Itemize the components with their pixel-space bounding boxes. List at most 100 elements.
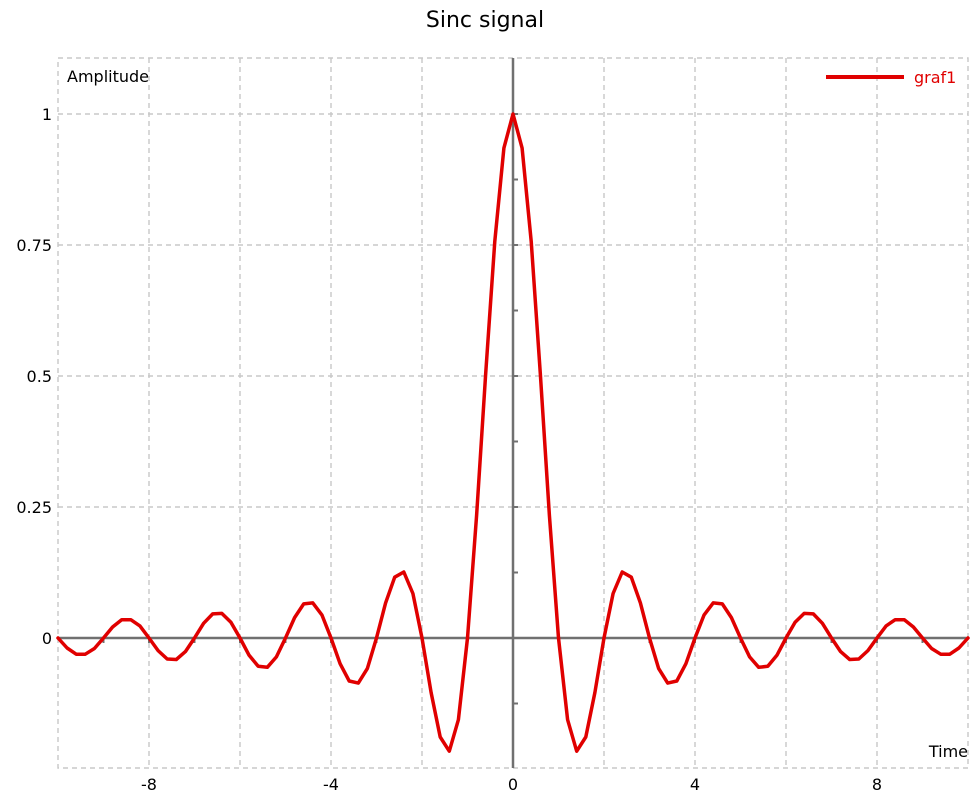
data-points bbox=[57, 113, 969, 752]
data-point bbox=[548, 514, 551, 517]
data-point bbox=[448, 750, 451, 752]
data-point bbox=[712, 602, 714, 604]
data-point bbox=[785, 637, 787, 639]
data-point bbox=[312, 602, 314, 604]
data-point bbox=[848, 658, 851, 661]
data-point bbox=[230, 621, 232, 624]
data-point bbox=[767, 665, 769, 668]
data-point bbox=[949, 653, 951, 655]
legend-label: graf1 bbox=[914, 68, 956, 87]
data-point bbox=[612, 592, 614, 595]
data-point bbox=[757, 666, 760, 669]
data-point bbox=[193, 637, 196, 639]
data-point bbox=[912, 626, 915, 628]
data-point bbox=[730, 616, 733, 619]
data-point bbox=[858, 658, 860, 660]
data-point bbox=[539, 372, 542, 375]
data-point bbox=[175, 658, 178, 661]
data-point bbox=[794, 621, 796, 624]
data-point bbox=[366, 667, 369, 670]
data-point bbox=[284, 637, 287, 639]
data-point bbox=[57, 637, 59, 639]
data-point bbox=[521, 147, 523, 149]
data-point bbox=[75, 653, 77, 655]
data-point bbox=[84, 653, 87, 655]
data-point bbox=[603, 637, 605, 639]
data-point bbox=[494, 240, 496, 243]
data-point bbox=[594, 691, 596, 694]
data-point bbox=[384, 602, 387, 604]
data-point bbox=[339, 662, 341, 665]
data-point bbox=[666, 682, 669, 684]
data-point bbox=[830, 637, 833, 639]
x-tick-label: 4 bbox=[690, 775, 700, 793]
data-point bbox=[221, 612, 223, 615]
data-point bbox=[557, 637, 560, 639]
data-point bbox=[839, 650, 842, 653]
data-point bbox=[257, 665, 260, 668]
y-axis-title: Amplitude bbox=[67, 67, 149, 86]
data-point bbox=[148, 637, 150, 639]
data-point bbox=[102, 637, 105, 639]
data-point bbox=[157, 649, 159, 652]
data-point bbox=[721, 603, 724, 605]
data-point bbox=[575, 750, 578, 752]
data-point bbox=[921, 637, 924, 639]
data-point bbox=[248, 654, 250, 657]
data-point bbox=[375, 637, 378, 639]
data-point bbox=[166, 658, 168, 660]
y-tick-label: 1 bbox=[42, 105, 52, 124]
data-point bbox=[776, 654, 778, 657]
data-point bbox=[821, 622, 824, 625]
data-point bbox=[393, 576, 396, 578]
data-point bbox=[894, 618, 896, 621]
data-point bbox=[330, 637, 332, 639]
data-point bbox=[130, 618, 132, 621]
data-point bbox=[211, 613, 214, 615]
data-point bbox=[939, 653, 942, 655]
x-axis-title: Time bbox=[928, 742, 968, 761]
data-point bbox=[111, 626, 114, 628]
x-tick-label: 0 bbox=[508, 775, 518, 793]
data-point bbox=[566, 718, 569, 721]
data-point bbox=[676, 680, 678, 682]
data-point bbox=[412, 592, 414, 595]
data-point bbox=[302, 603, 305, 605]
data-point bbox=[739, 637, 742, 639]
data-point bbox=[357, 682, 360, 684]
data-point bbox=[439, 736, 442, 738]
x-tick-label: -8 bbox=[141, 775, 157, 793]
data-point bbox=[403, 571, 405, 573]
y-tick-labels: 0 0.25 0.5 0.75 1 bbox=[16, 105, 52, 648]
data-point bbox=[803, 612, 805, 615]
data-point bbox=[293, 616, 296, 619]
y-tick-label: 0.25 bbox=[16, 498, 52, 517]
chart-title: Sinc signal bbox=[425, 8, 545, 33]
data-point bbox=[512, 113, 514, 115]
data-point bbox=[885, 625, 887, 627]
data-point bbox=[585, 736, 587, 738]
data-point bbox=[475, 514, 478, 517]
data-point bbox=[657, 667, 660, 670]
x-tick-labels: -8 -4 0 4 8 bbox=[141, 775, 882, 793]
data-point bbox=[93, 647, 96, 650]
data-point bbox=[430, 691, 432, 694]
x-tick-label: 8 bbox=[872, 775, 882, 793]
data-point bbox=[266, 666, 269, 669]
data-point bbox=[930, 647, 933, 650]
data-point bbox=[503, 147, 505, 149]
data-point bbox=[703, 614, 705, 616]
legend: graf1 bbox=[826, 68, 956, 87]
data-point bbox=[421, 637, 423, 639]
x-tick-label: -4 bbox=[323, 775, 339, 793]
data-point bbox=[457, 718, 460, 721]
data-point bbox=[903, 618, 906, 621]
data-point bbox=[120, 618, 123, 621]
data-point bbox=[484, 372, 487, 375]
data-point bbox=[812, 613, 815, 615]
y-tick-label: 0.5 bbox=[27, 367, 52, 386]
data-point bbox=[876, 637, 878, 639]
data-point bbox=[621, 571, 623, 573]
y-tick-label: 0.75 bbox=[16, 236, 52, 255]
